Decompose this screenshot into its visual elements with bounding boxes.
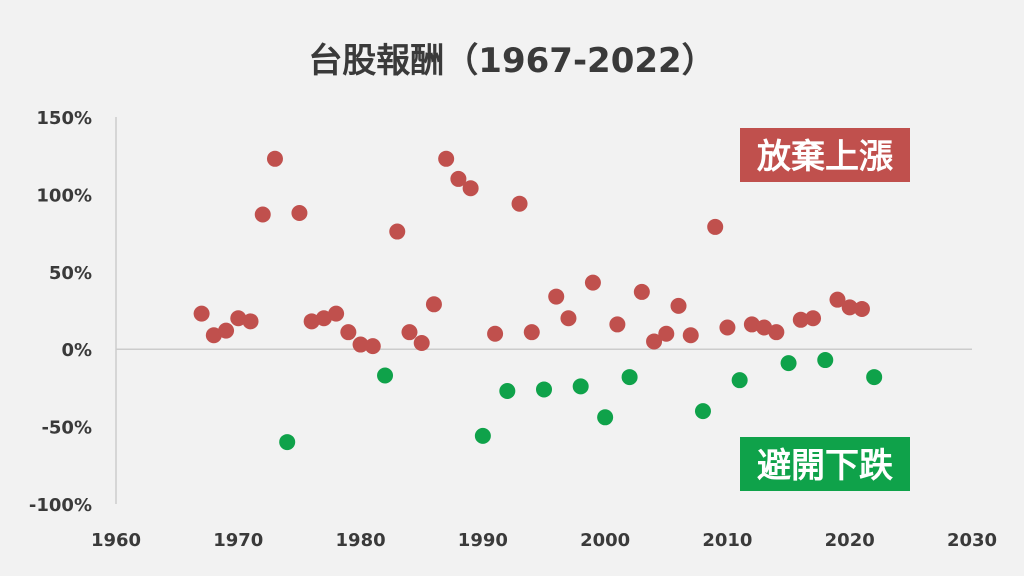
data-point-1984: [401, 324, 418, 341]
data-point-1968: [205, 327, 222, 344]
data-point-2000: [597, 409, 614, 426]
data-point-2001: [609, 316, 626, 333]
data-point-1994: [523, 324, 540, 341]
data-point-2012: [743, 316, 760, 333]
data-point-1997: [560, 310, 577, 327]
y-tick-label: 150%: [36, 108, 92, 129]
data-point-1986: [425, 296, 442, 313]
data-point-2010: [719, 319, 736, 336]
annotation-text: 避開下跌: [757, 446, 893, 486]
annotation-badge-bottom: 避開下跌: [740, 437, 910, 491]
data-point-1988: [450, 170, 467, 187]
x-tick-label: 1960: [91, 530, 141, 551]
data-point-1989: [462, 180, 479, 197]
data-point-2020: [841, 299, 858, 316]
data-point-1980: [352, 336, 369, 353]
data-point-1992: [499, 382, 516, 399]
data-point-2018: [817, 352, 834, 369]
data-point-1996: [548, 288, 565, 305]
data-point-2007: [682, 327, 699, 344]
data-point-2021: [853, 300, 870, 317]
chart-axes: 150% 100% 50% 0% -50% -100% 1960 1970 1980 1990 20…: [29, 108, 997, 551]
data-point-2004: [646, 333, 663, 350]
data-point-2019: [829, 291, 846, 308]
data-point-2017: [805, 310, 822, 327]
y-tick-label: 0%: [61, 340, 92, 361]
data-point-2013: [756, 319, 773, 336]
data-point-1990: [474, 427, 491, 444]
x-tick-label: 2000: [580, 530, 630, 551]
annotation-badge-bg: [740, 128, 910, 182]
data-point-2005: [658, 325, 675, 342]
data-point-1977: [315, 310, 332, 327]
data-point-1998: [572, 378, 589, 395]
data-point-2014: [768, 324, 785, 341]
annotation-badge-top: 放棄上漲: [740, 128, 910, 182]
data-point-1987: [438, 150, 455, 167]
y-tick-label: 50%: [49, 263, 92, 284]
data-point-1979: [340, 324, 357, 341]
annotation-badge-bg: [740, 437, 910, 491]
chart-title: 台股報酬（1967-2022）: [308, 41, 715, 81]
data-point-2003: [633, 283, 650, 300]
data-point-1972: [254, 206, 271, 223]
data-point-1967: [193, 305, 210, 322]
y-tick-label: 100%: [36, 185, 92, 206]
data-point-1991: [487, 325, 504, 342]
data-point-2016: [792, 311, 809, 328]
data-point-1973: [266, 150, 283, 167]
data-point-1981: [364, 338, 381, 355]
data-point-1999: [584, 274, 601, 291]
x-tick-label: 1990: [458, 530, 508, 551]
data-point-1982: [377, 367, 394, 384]
data-point-2022: [866, 369, 883, 386]
data-point-1974: [279, 434, 296, 451]
data-point-2008: [694, 403, 711, 420]
data-point-1969: [218, 322, 235, 339]
x-tick-label: 2010: [702, 530, 752, 551]
data-point-2002: [621, 369, 638, 386]
data-point-2006: [670, 297, 687, 314]
data-point-1985: [413, 335, 430, 352]
x-tick-label: 2030: [947, 530, 997, 551]
data-point-1976: [303, 313, 320, 330]
data-point-1975: [291, 204, 308, 221]
data-point-1971: [242, 313, 259, 330]
data-point-1970: [230, 310, 247, 327]
data-point-2015: [780, 355, 797, 372]
data-point-1983: [389, 223, 406, 240]
x-tick-label: 1970: [213, 530, 263, 551]
annotation-text: 放棄上漲: [757, 137, 893, 177]
x-tick-label: 1980: [336, 530, 386, 551]
x-tick-label: 2020: [825, 530, 875, 551]
data-point-2009: [707, 218, 724, 235]
y-tick-label: -100%: [29, 495, 92, 516]
data-point-1978: [328, 305, 345, 322]
data-points: [193, 150, 883, 451]
data-point-1995: [536, 381, 552, 398]
data-point-1993: [511, 195, 528, 212]
y-tick-label: -50%: [41, 418, 92, 439]
data-point-2011: [731, 372, 748, 389]
